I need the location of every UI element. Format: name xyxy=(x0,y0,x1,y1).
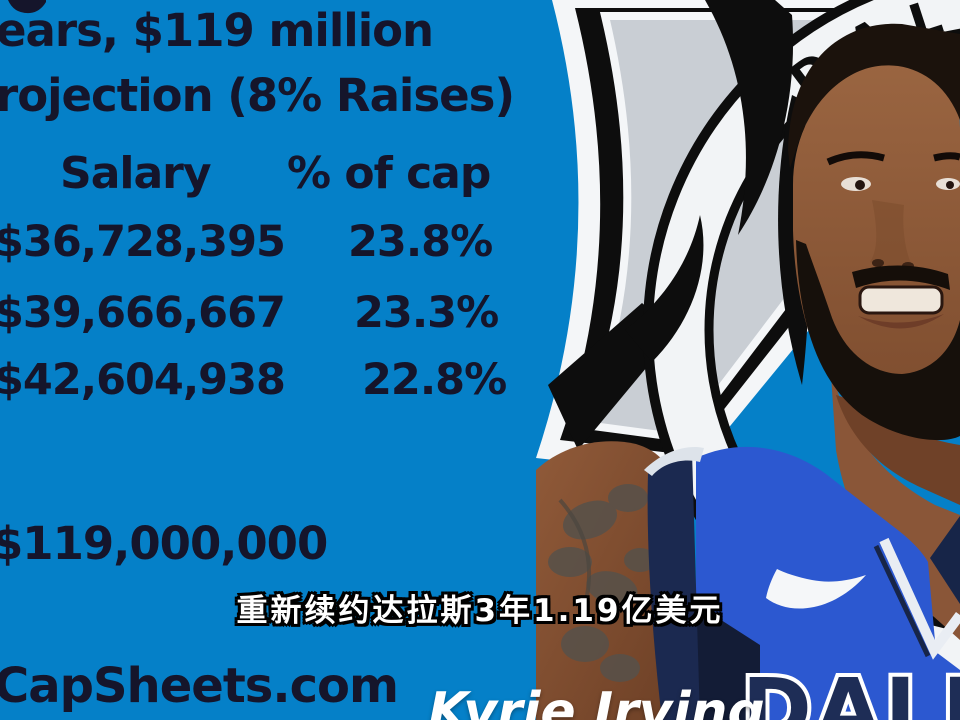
headline-line2: rojection (8% Raises) xyxy=(0,69,515,122)
tattooed-arm xyxy=(536,441,678,720)
cap-pct-value: 23.3% xyxy=(354,288,499,338)
mustache xyxy=(852,265,950,290)
mouth xyxy=(858,285,944,329)
nike-swoosh-icon xyxy=(766,569,866,609)
cutoff-glyph-tail xyxy=(8,0,46,14)
headline-line1: ears, $119 million xyxy=(0,4,434,57)
jersey: DALL xyxy=(690,446,960,720)
cap-column-header: % of cap xyxy=(287,148,491,199)
jersey-strap xyxy=(647,451,700,720)
salary-value: $39,666,667 xyxy=(0,288,286,338)
salary-value: $36,728,395 xyxy=(0,217,286,267)
player-caption: Kyrie Irving xyxy=(428,682,765,720)
beard xyxy=(796,240,960,441)
neck-shadow xyxy=(836,395,960,505)
salary-column-header: Salary xyxy=(60,148,212,199)
eyes xyxy=(841,177,960,191)
total-value: $119,000,000 xyxy=(0,517,328,570)
subtitle-text: 重新续约达拉斯3年1.19亿美元 xyxy=(236,593,724,629)
left-eyebrow xyxy=(826,151,885,166)
right-eyebrow xyxy=(933,152,960,162)
cap-pct-value: 22.8% xyxy=(362,355,507,405)
site-watermark: CapSheets.com xyxy=(0,658,399,714)
cap-pct-value: 23.8% xyxy=(348,217,493,267)
tattoos xyxy=(548,484,656,682)
player-photo: DALL xyxy=(536,23,960,720)
player-head xyxy=(788,23,960,441)
hair xyxy=(788,23,960,168)
jersey-text: DALL xyxy=(742,660,960,720)
salary-value: $42,604,938 xyxy=(0,355,286,405)
collar-trim xyxy=(644,446,704,476)
